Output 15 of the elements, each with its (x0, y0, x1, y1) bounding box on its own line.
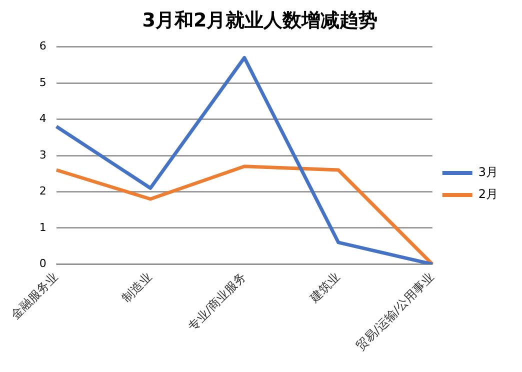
legend-label: 2月 (478, 187, 498, 202)
y-tick-label: 2 (39, 184, 46, 198)
y-tick-label: 3 (39, 148, 46, 162)
chart-title: 3月和2月就业人数增减趋势 (142, 9, 378, 32)
y-tick-label: 6 (39, 40, 46, 53)
y-tick-label: 5 (39, 76, 46, 89)
x-tick-label: 金融服务业 (8, 270, 61, 322)
y-tick-label: 4 (39, 112, 46, 126)
x-tick-label: 制造业 (119, 270, 155, 306)
legend-label: 3月 (478, 165, 498, 180)
x-tick-label: 建筑业 (306, 270, 343, 306)
x-tick-label: 专业/商业服务 (185, 270, 249, 334)
y-tick-label: 1 (39, 220, 46, 234)
x-tick-label: 贸易/运输/公用事业 (353, 270, 437, 354)
y-tick-label: 0 (39, 257, 46, 270)
